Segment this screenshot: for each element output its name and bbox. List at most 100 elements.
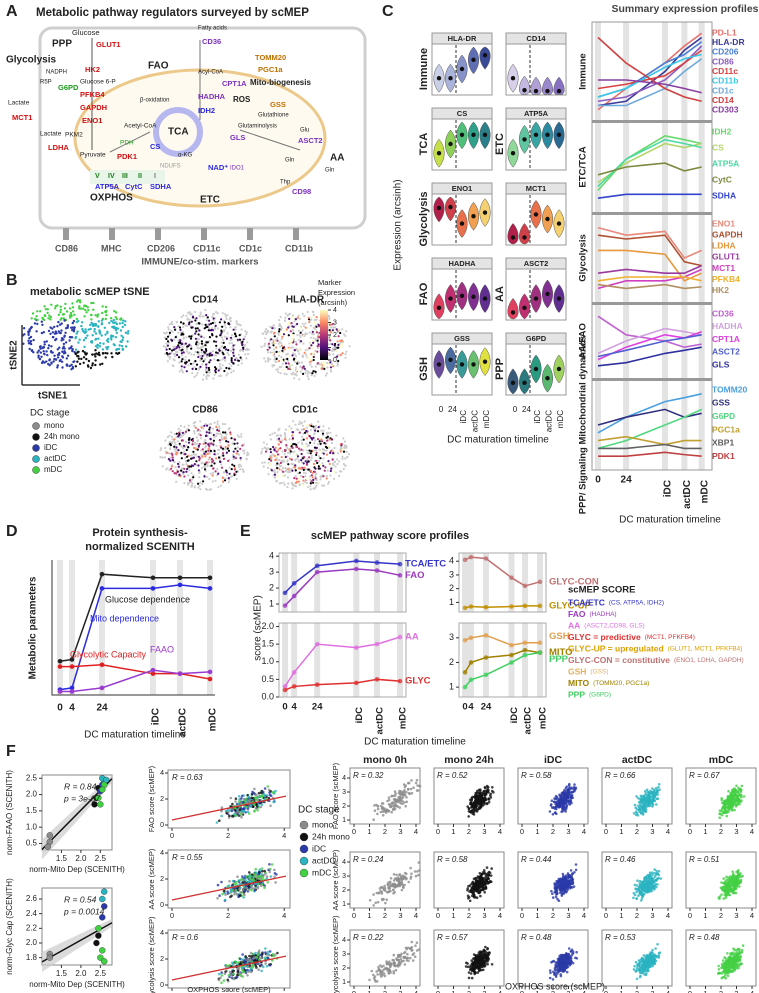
- cell-dot: [332, 365, 334, 367]
- x-tick-label: 2: [226, 911, 230, 920]
- series-label: HADHA: [712, 321, 743, 331]
- cell-dot: [287, 483, 289, 485]
- cell-dot: [274, 361, 276, 363]
- cell-dot: [227, 811, 230, 814]
- x-tick-label: 4: [282, 831, 286, 840]
- cell-dot: [224, 313, 226, 315]
- cell-dot: [295, 469, 297, 471]
- cell-dot: [642, 795, 645, 798]
- cell-dot: [215, 341, 217, 343]
- cell-dot: [241, 362, 243, 364]
- cell-dot: [474, 792, 477, 795]
- cell-dot: [54, 333, 56, 335]
- cell-dot: [184, 359, 186, 361]
- median-dot: [471, 295, 475, 299]
- cell-dot: [207, 443, 209, 445]
- cell-dot: [295, 343, 297, 345]
- cell-dot: [206, 319, 208, 321]
- cell-dot: [50, 304, 52, 306]
- cell-dot: [372, 818, 375, 821]
- cell-dot: [299, 366, 301, 368]
- cell-dot: [292, 314, 294, 316]
- x-tick-label: 1: [451, 827, 455, 836]
- cell-dot: [182, 471, 184, 473]
- cell-dot: [40, 345, 42, 347]
- cell-dot: [272, 801, 275, 804]
- cell-dot: [224, 893, 227, 896]
- point: [292, 670, 297, 675]
- cell-dot: [225, 374, 227, 376]
- cell-dot: [94, 338, 96, 340]
- point: [208, 670, 213, 675]
- legend-label: iDC: [312, 843, 326, 853]
- cell-dot: [105, 314, 107, 316]
- cell-dot: [410, 788, 413, 791]
- cell-dot: [190, 472, 192, 474]
- cell-dot: [115, 336, 117, 338]
- x-tick-label: mDC: [538, 707, 549, 729]
- cell-dot: [175, 446, 177, 448]
- cell-dot: [719, 813, 722, 816]
- cell-dot: [309, 331, 311, 333]
- cell-dot: [197, 464, 199, 466]
- cell-dot: [343, 468, 345, 470]
- cell-dot: [257, 968, 260, 971]
- cell-dot: [416, 784, 419, 787]
- series-label: ASCT2: [712, 347, 740, 357]
- cell-dot: [276, 462, 278, 464]
- cell-dot: [302, 323, 304, 325]
- cell-dot: [185, 315, 187, 317]
- cell-dot: [471, 796, 474, 799]
- cell-dot: [282, 482, 284, 484]
- cell-dot: [302, 480, 304, 482]
- time-band: [353, 623, 359, 697]
- cell-dot: [323, 449, 325, 451]
- cell-dot: [309, 435, 311, 437]
- series-label: IDH2: [712, 126, 732, 136]
- cell-dot: [346, 456, 348, 458]
- cell-dot: [648, 794, 651, 797]
- cell-dot: [567, 796, 570, 799]
- cell-dot: [159, 456, 161, 458]
- cell-dot: [219, 321, 221, 323]
- cell-dot: [322, 465, 324, 467]
- point: [484, 633, 489, 638]
- group-label: Glycolysis: [578, 234, 589, 282]
- cell-dot: [94, 364, 96, 366]
- cell-dot: [404, 784, 407, 787]
- cell-dot: [225, 436, 227, 438]
- series-label: GAPDH: [712, 229, 743, 239]
- legend-detail: (ASCT2,CD98, GLS): [584, 623, 644, 630]
- cell-dot: [237, 896, 240, 899]
- cell-dot: [326, 366, 328, 368]
- point: [151, 668, 156, 673]
- cell-dot: [311, 455, 313, 457]
- cell-dot: [222, 423, 224, 425]
- cell-dot: [39, 358, 41, 360]
- cell-dot: [304, 432, 306, 434]
- cell-dot: [303, 439, 305, 441]
- cell-dot: [330, 337, 332, 339]
- cell-dot: [307, 445, 309, 447]
- x-tick-label: 0: [520, 827, 524, 836]
- cell-dot: [284, 320, 286, 322]
- x-tick-label: 4: [292, 702, 298, 713]
- x-tick-label: iDC: [459, 410, 468, 424]
- cell-dot: [295, 341, 297, 343]
- cell-dot: [198, 329, 200, 331]
- median-dot: [471, 362, 475, 366]
- cell-dot: [185, 336, 187, 338]
- legend-dot: [300, 869, 308, 877]
- cell-dot: [285, 312, 287, 314]
- cell-dot: [97, 353, 99, 355]
- cell-dot: [91, 364, 93, 366]
- series-label: Mito dependence: [90, 613, 159, 623]
- cell-dot: [208, 367, 210, 369]
- time-band: [595, 22, 601, 470]
- cell-dot: [263, 441, 265, 443]
- cell-dot: [299, 327, 301, 329]
- cell-dot: [323, 484, 325, 486]
- cell-dot: [117, 327, 119, 329]
- cell-dot: [240, 813, 243, 816]
- cell-dot: [637, 805, 640, 808]
